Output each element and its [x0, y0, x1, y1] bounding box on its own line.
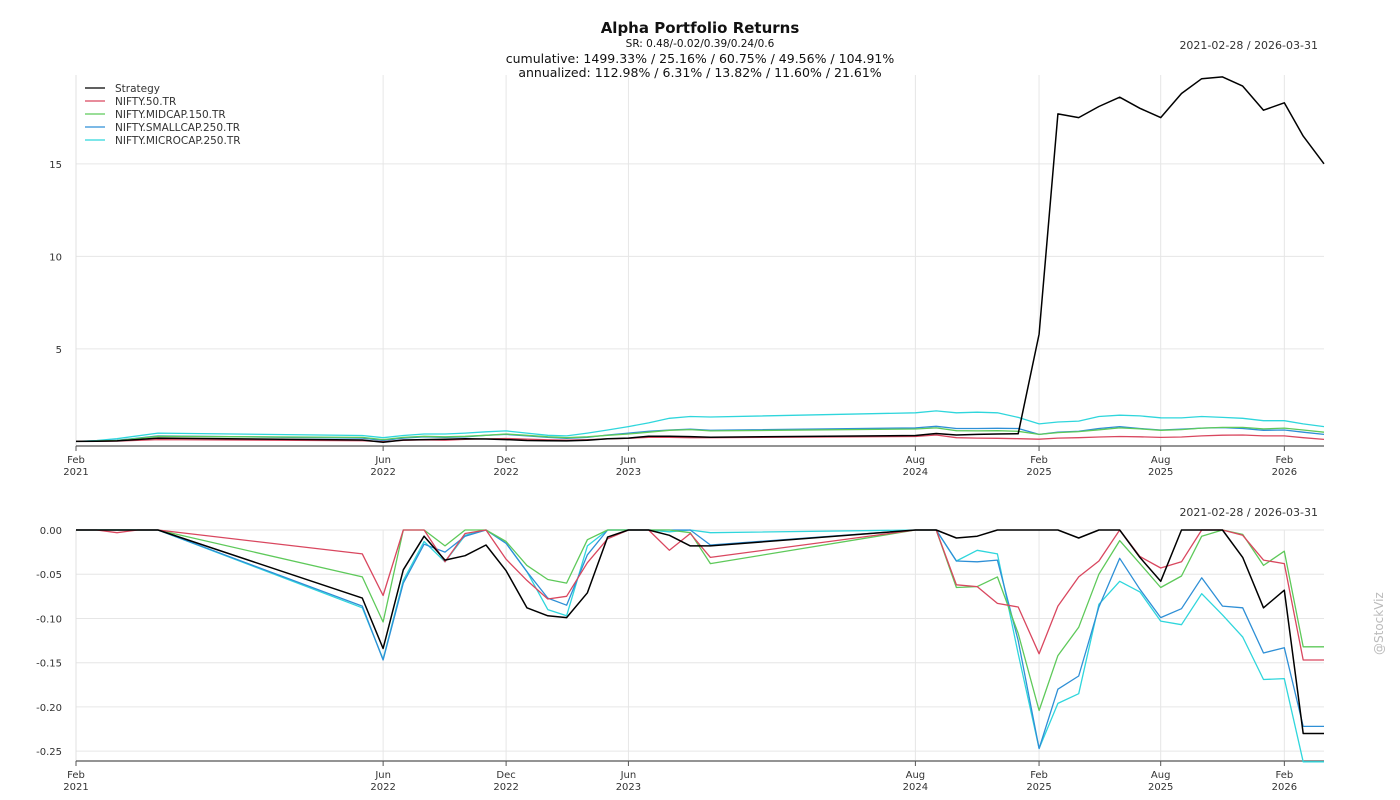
x-tick-label-year: 2022: [370, 467, 395, 478]
x-tick-label-year: 2024: [903, 782, 928, 793]
y-tick-label: 10: [49, 252, 62, 263]
x-tick-label-month: Dec: [496, 455, 515, 466]
x-tick-label-month: Aug: [906, 770, 926, 781]
y-tick-label: -0.15: [36, 659, 62, 670]
x-tick-label-month: Feb: [67, 770, 85, 781]
x-tick-label-year: 2025: [1026, 467, 1051, 478]
x-tick-label-month: Feb: [1030, 455, 1048, 466]
x-tick-label-year: 2025: [1148, 782, 1173, 793]
x-tick-label-month: Feb: [67, 455, 85, 466]
y-tick-label: 15: [49, 160, 62, 171]
x-tick-label-year: 2021: [63, 782, 88, 793]
sharpe-ratio-subtitle: SR: 0.48/-0.02/0.39/0.24/0.6: [625, 38, 775, 50]
top-chart-date-range: 2021-02-28 / 2026-03-31: [1179, 39, 1318, 52]
legend-label: NIFTY.SMALLCAP.250.TR: [115, 122, 240, 134]
x-tick-label-month: Aug: [1151, 455, 1171, 466]
x-tick-label-month: Aug: [906, 455, 926, 466]
series-line-nifty-midcap-150-tr: [76, 529, 1324, 712]
x-tick-label-month: Dec: [496, 770, 515, 781]
series-line-nifty-50-tr: [76, 529, 1324, 661]
cumulative-returns-subtitle: cumulative: 1499.33% / 25.16% / 60.75% /…: [505, 51, 895, 66]
y-tick-label: -0.20: [36, 703, 62, 714]
x-tick-label-month: Feb: [1275, 770, 1293, 781]
series-line-nifty-midcap-150-tr: [75, 426, 1325, 443]
annualized-returns-subtitle: annualized: 112.98% / 6.31% / 13.82% / 1…: [518, 65, 882, 80]
x-tick-label-year: 2023: [616, 782, 641, 793]
x-tick-label-month: Jun: [620, 770, 637, 781]
y-tick-label: -0.25: [36, 747, 62, 758]
series-line-nifty-microcap-250-tr: [75, 410, 1325, 443]
chart-title: Alpha Portfolio Returns: [600, 19, 800, 37]
x-tick-label-year: 2025: [1026, 782, 1051, 793]
y-tick-label: 0.00: [40, 526, 62, 537]
x-tick-label-year: 2022: [370, 782, 395, 793]
bottom-chart-date-range: 2021-02-28 / 2026-03-31: [1179, 506, 1318, 519]
y-tick-label: 5: [56, 345, 62, 356]
x-tick-label-year: 2022: [493, 782, 518, 793]
x-tick-label-year: 2024: [903, 467, 928, 478]
x-tick-label-year: 2023: [616, 467, 641, 478]
series-line-strategy: [75, 76, 1325, 443]
series-line-strategy: [76, 529, 1324, 735]
series-line-nifty-50-tr: [75, 434, 1325, 443]
y-tick-label: -0.10: [36, 614, 62, 625]
x-tick-label-year: 2026: [1272, 782, 1297, 793]
legend-label: NIFTY.MIDCAP.150.TR: [115, 109, 226, 121]
x-tick-label-month: Jun: [374, 770, 391, 781]
x-tick-label-year: 2025: [1148, 467, 1173, 478]
x-tick-label-year: 2021: [63, 467, 88, 478]
y-tick-label: -0.05: [36, 570, 62, 581]
x-tick-label-month: Aug: [1151, 770, 1171, 781]
series-line-nifty-smallcap-250-tr: [76, 529, 1324, 750]
series-line-nifty-microcap-250-tr: [76, 529, 1324, 763]
drawdown-chart: 0.00-0.05-0.10-0.15-0.20-0.25Feb2021Jun2…: [36, 526, 1324, 793]
x-tick-label-month: Jun: [620, 455, 637, 466]
returns-chart: 51015Feb2021Jun2022Dec2022Jun2023Aug2024…: [49, 75, 1325, 478]
x-tick-label-year: 2022: [493, 467, 518, 478]
legend-label: NIFTY.MICROCAP.250.TR: [115, 135, 241, 147]
legend-label: Strategy: [115, 83, 160, 95]
x-tick-label-month: Feb: [1275, 455, 1293, 466]
x-tick-label-month: Feb: [1030, 770, 1048, 781]
x-tick-label-year: 2026: [1272, 467, 1297, 478]
x-tick-label-month: Jun: [374, 455, 391, 466]
legend-label: NIFTY.50.TR: [115, 96, 176, 108]
